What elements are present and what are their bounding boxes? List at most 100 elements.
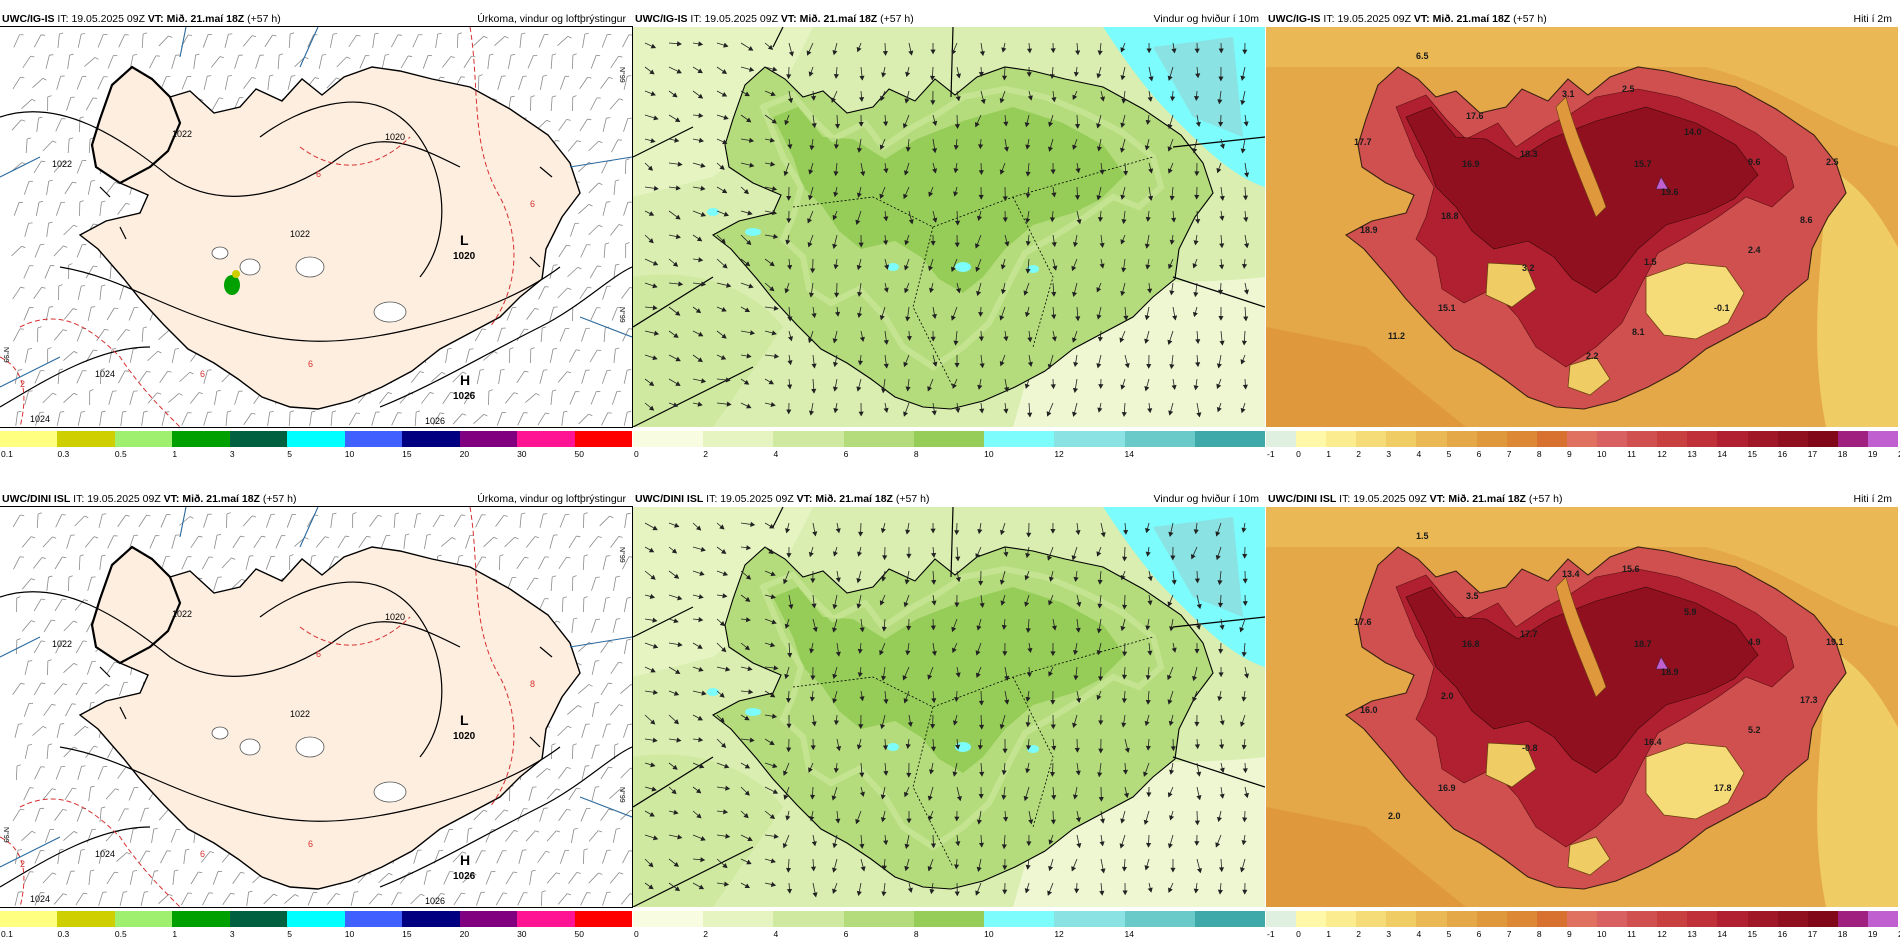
- temp-label: 16.9: [1438, 783, 1456, 793]
- colorbar-swatch: [1446, 911, 1477, 927]
- colorbar-swatch: [57, 911, 115, 927]
- colorbar-tick-label: 10: [1597, 449, 1607, 459]
- temp-label: 8.6: [1800, 215, 1813, 225]
- pressure-centre-value: 1020: [453, 251, 476, 262]
- colorbar-tick-label: 0: [634, 929, 639, 939]
- temp-colorbar: [1266, 431, 1898, 447]
- temp-label: 1.5: [1644, 257, 1657, 267]
- colorbar-tick-label: 20: [1898, 448, 1900, 460]
- temp-map-svg: 6.5 3.1 2.5 17.6 14.0 17.7 18.3 15.7 9.6 2.5 18.9 1…: [1266, 27, 1898, 427]
- colorbar-swatch: [633, 431, 704, 447]
- valid-time: Mið. 21.maí 18Z: [799, 13, 878, 25]
- temp-label: 17.8: [1714, 783, 1732, 793]
- colorbar-tick-label: 50: [574, 449, 584, 459]
- colorbar-tick-label: 14: [1124, 449, 1135, 459]
- temp-colorbar: [1266, 911, 1898, 927]
- temp-label: 3.2: [1522, 263, 1535, 273]
- temp-label: 19.1: [1826, 637, 1844, 647]
- pressure-centre-value: 1020: [453, 731, 476, 742]
- colorbar-tick-label: 0.1: [1, 449, 13, 459]
- model-name: UWC/IG-IS: [635, 13, 688, 25]
- colorbar-swatch: [1266, 431, 1297, 447]
- isobar-label: 1024: [30, 414, 50, 424]
- panel-header: UWC/IG-IS IT: 19.05.2025 09Z VT: Mið. 21…: [1268, 13, 1892, 25]
- colorbar-tick-label: 3: [229, 929, 235, 939]
- lead-time: (+57 h): [262, 493, 297, 505]
- temp-label: 5.9: [1684, 607, 1697, 617]
- temp-label: 6.5: [1416, 51, 1429, 61]
- wind-map-svg: [633, 507, 1265, 907]
- colorbar-swatch: [1296, 431, 1327, 447]
- issue-time: 19.05.2025 09Z: [720, 493, 794, 505]
- iceland-land: [78, 546, 581, 890]
- colorbar-tick-label: 50: [574, 929, 584, 939]
- issue-time: 19.05.2025 09Z: [704, 13, 778, 25]
- panel-title: Úrkoma, vindur og loftþrýstingur: [477, 493, 626, 505]
- colorbar-swatch: [114, 911, 173, 927]
- colorbar-tick-label: 6: [843, 929, 849, 939]
- temp-label: 18.9: [1661, 667, 1679, 677]
- pressure-centre-letter: L: [460, 232, 469, 248]
- panel-precip-dini: UWC/DINI ISL IT: 19.05.2025 09Z VT: Mið.…: [0, 492, 633, 942]
- panel-header: UWC/IG-IS IT: 19.05.2025 09Z VT: Mið. 21…: [635, 13, 1259, 25]
- colorbar-swatch: [402, 911, 460, 927]
- colorbar-tick-label: 19: [1867, 449, 1878, 459]
- isobar-label: 1024: [30, 894, 50, 904]
- colorbar-swatch: [1124, 431, 1195, 447]
- iceland-land: [78, 66, 581, 410]
- colorbar-swatch: [1867, 431, 1898, 447]
- temp-label: 3.5: [1466, 591, 1479, 601]
- colorbar-tick-label: 6: [1476, 449, 1482, 459]
- isobar-label: 1026: [425, 896, 445, 906]
- colorbar-tick-label: -1: [1267, 929, 1275, 939]
- colorbar-tick-label: 4: [773, 449, 779, 459]
- colorbar-tick-label: 14: [1717, 449, 1727, 459]
- precip-colorbar-ticks: 0.1 0.3 0.5 1 3 5 10 15 20 30 50: [0, 928, 632, 940]
- issue-time: 19.05.2025 09Z: [71, 13, 145, 25]
- colorbar-swatch: [0, 431, 58, 447]
- colorbar-tick-label: 3: [229, 449, 235, 459]
- temp-label: 17.6: [1466, 111, 1484, 121]
- colorbar-swatch: [1807, 431, 1838, 447]
- temp-label: 18.3: [1520, 149, 1538, 159]
- isobar-label: 6: [316, 169, 321, 179]
- colorbar-swatch: [1416, 431, 1447, 447]
- colorbar-swatch: [773, 911, 844, 927]
- pressure-centre-value: 1026: [453, 391, 476, 402]
- colorbar-tick-label: 15: [1747, 449, 1757, 459]
- panel-header: UWC/DINI ISL IT: 19.05.2025 09Z VT: Mið.…: [635, 493, 1259, 505]
- temp-label: 5.2: [1748, 725, 1761, 735]
- colorbar-swatch: [1657, 911, 1688, 927]
- colorbar-swatch: [172, 911, 230, 927]
- isobar-label: 1024: [95, 369, 115, 379]
- colorbar-tick-label: 30: [517, 929, 527, 939]
- issue-time: 19.05.2025 09Z: [87, 493, 161, 505]
- issue-time: 19.05.2025 09Z: [1353, 493, 1427, 505]
- colorbar-tick-label: 2: [1356, 929, 1362, 939]
- colorbar-swatch: [1777, 431, 1808, 447]
- isobar-label: 1022: [52, 639, 72, 649]
- wind-map: [633, 507, 1265, 907]
- colorbar-tick-label: 12: [1054, 929, 1064, 939]
- temp-map-svg: 1.5 13.4 15.6 3.5 5.9 17.6 17.7 18.7 4.9 19.1 16.0…: [1266, 507, 1898, 907]
- colorbar-tick-label: 0.5: [114, 929, 127, 939]
- longitude-label: N°99: [618, 67, 626, 83]
- isobar-label: 6: [530, 199, 535, 209]
- colorbar-tick-label: 11: [1627, 929, 1636, 939]
- colorbar-swatch: [984, 431, 1055, 447]
- colorbar-swatch: [1627, 911, 1658, 927]
- wind-colorbar-ticks: 0 2 4 6 8 10 12 14: [633, 928, 1265, 940]
- panel-temp-dini: UWC/DINI ISL IT: 19.05.2025 09Z VT: Mið.…: [1266, 492, 1900, 942]
- temp-label: 3.1: [1562, 89, 1575, 99]
- precip-map-svg: 1022 1022 1022 1020 1026 1024 1024 6 6 6 6 2 L 1020 H 1…: [0, 27, 632, 427]
- lead-time: (+57 h): [1528, 493, 1563, 505]
- colorbar-tick-label: 0: [1296, 449, 1301, 459]
- temp-label: 15.6: [1622, 564, 1640, 574]
- colorbar-tick-label: 3: [1386, 929, 1392, 939]
- colorbar-tick-label: 20: [459, 449, 470, 459]
- colorbar-tick-label: 30: [517, 449, 527, 459]
- temp-label: 16.0: [1360, 705, 1378, 715]
- colorbar-tick-label: 2: [703, 929, 708, 939]
- issue-time: 19.05.2025 09Z: [1337, 13, 1411, 25]
- colorbar-tick-label: 0.5: [114, 449, 127, 459]
